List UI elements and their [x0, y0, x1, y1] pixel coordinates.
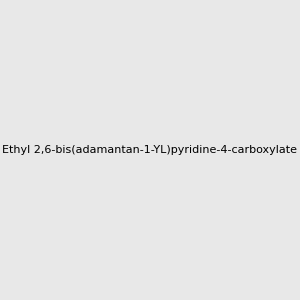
Text: Ethyl 2,6-bis(adamantan-1-YL)pyridine-4-carboxylate: Ethyl 2,6-bis(adamantan-1-YL)pyridine-4-…	[2, 145, 298, 155]
